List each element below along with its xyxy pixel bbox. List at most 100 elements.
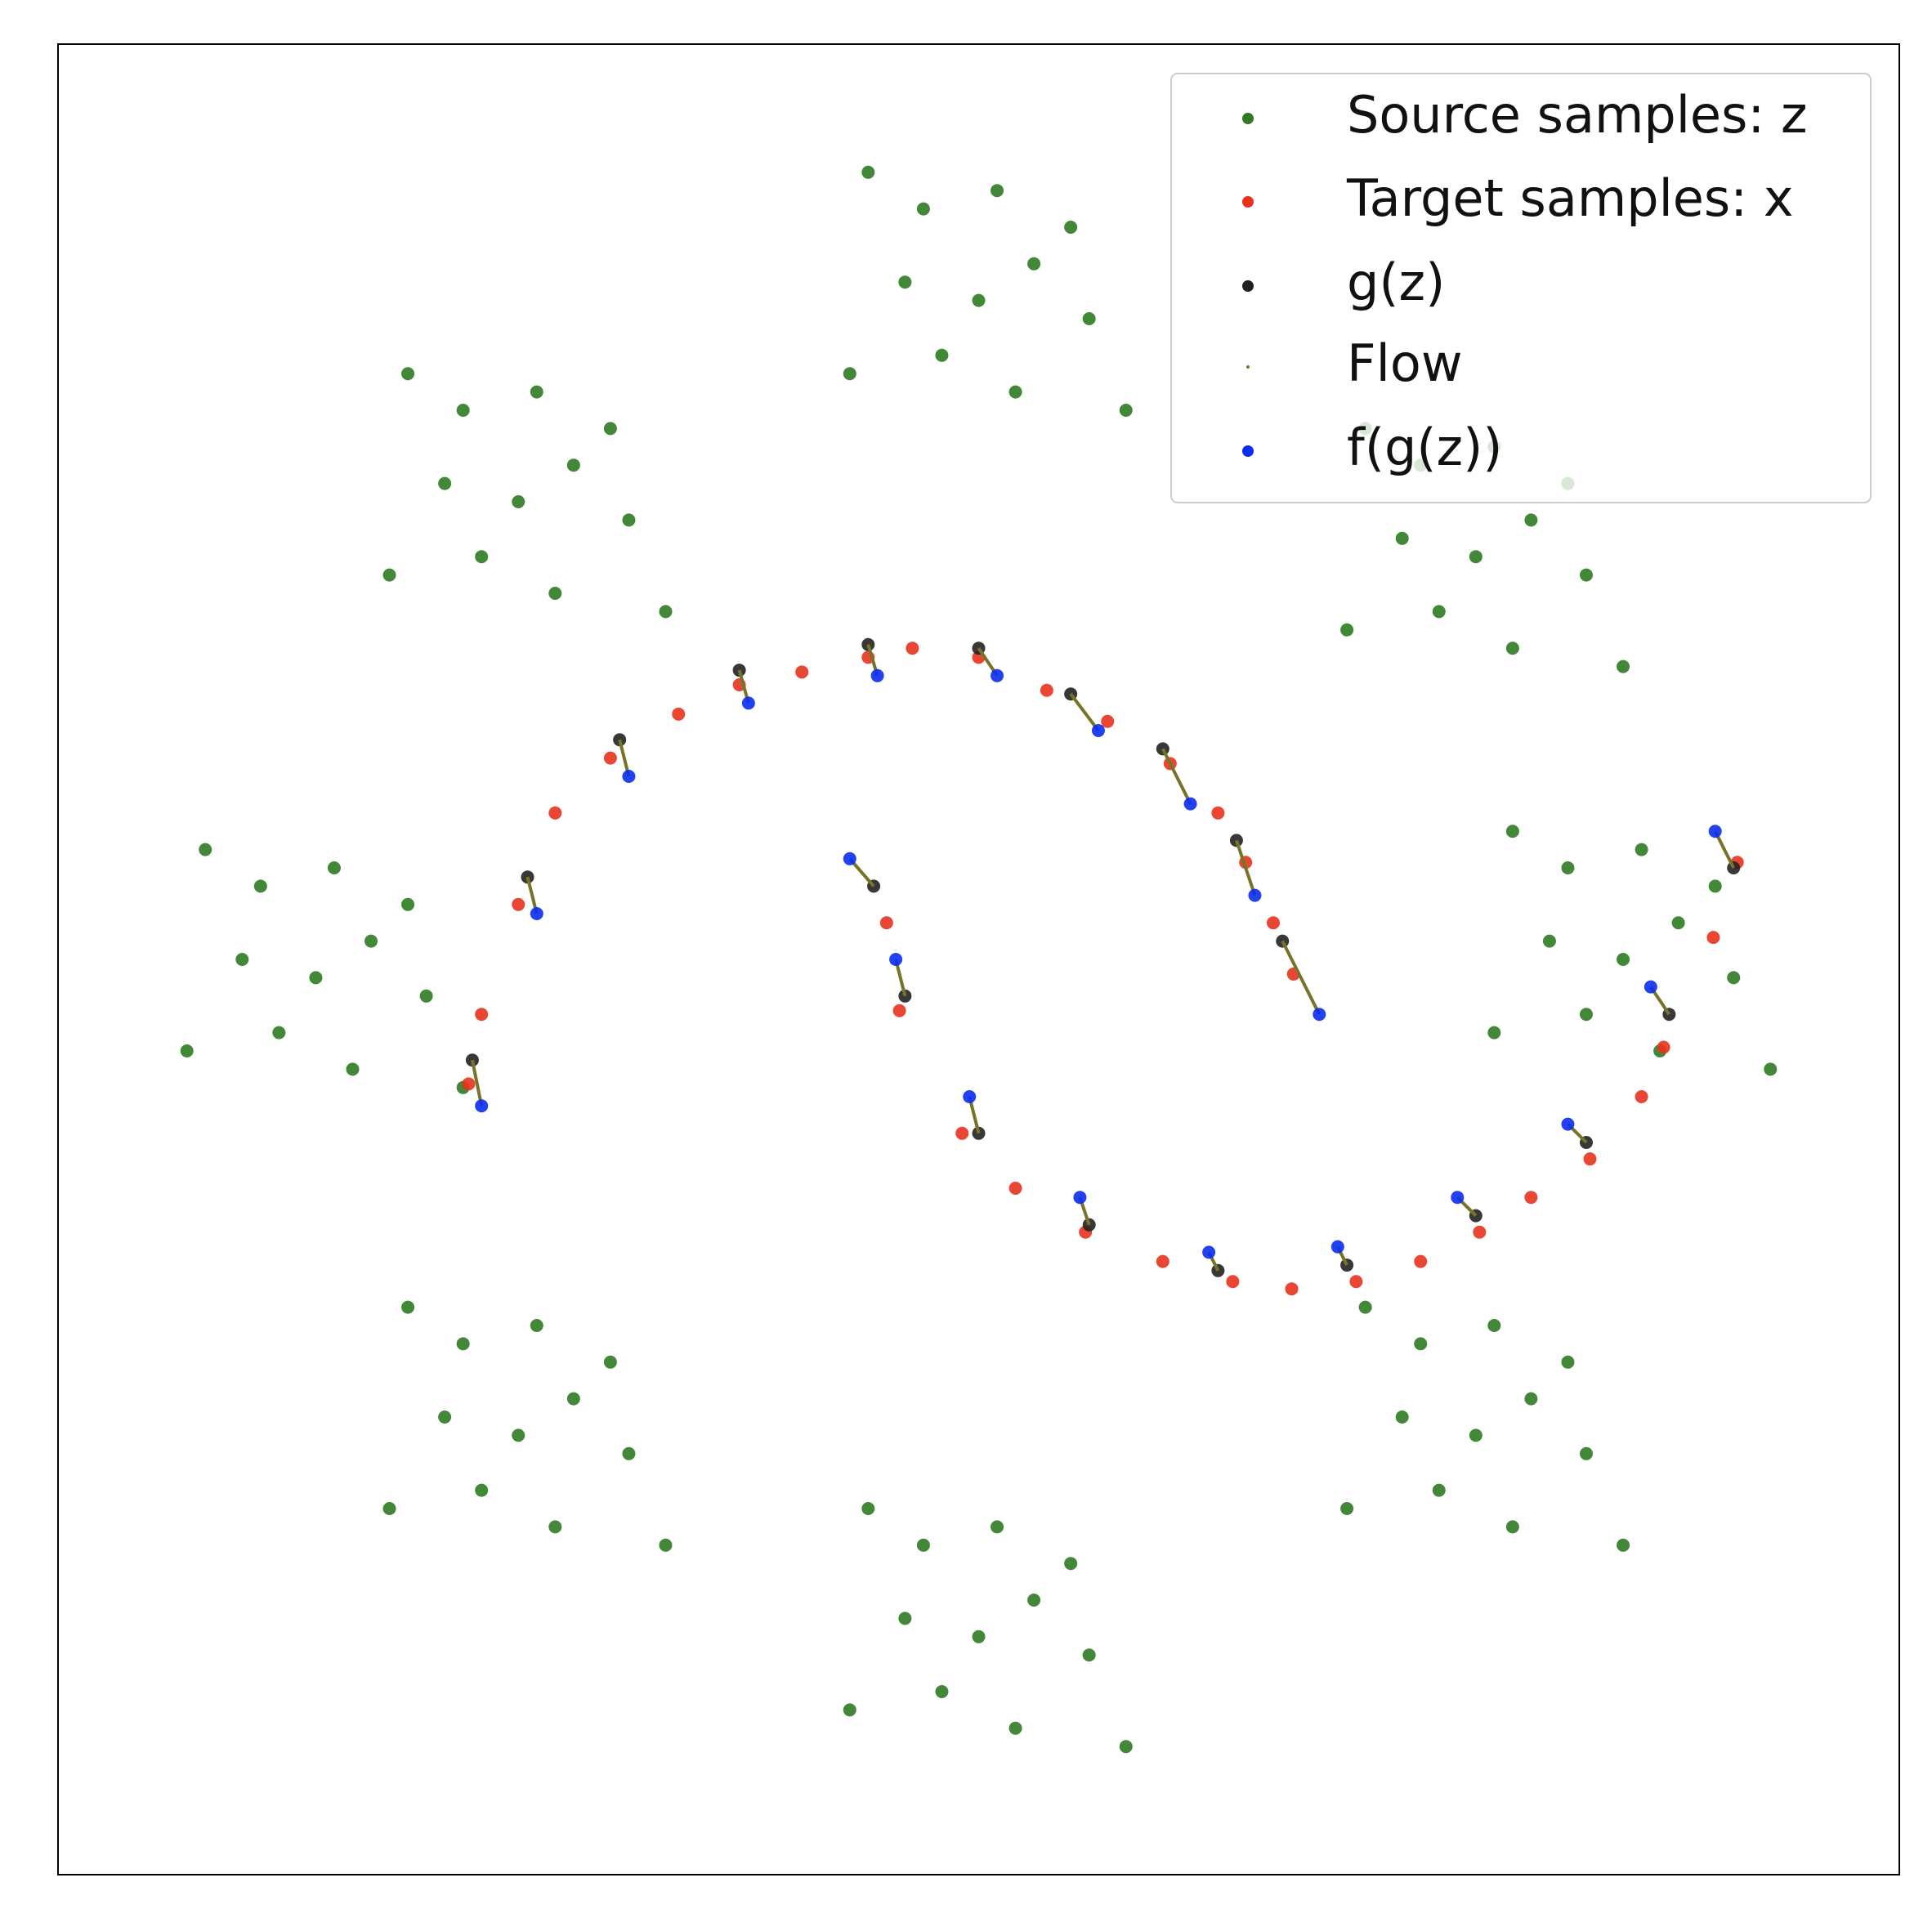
point: [1183, 797, 1197, 811]
plot-area: [180, 165, 1778, 1754]
point: [1395, 1411, 1409, 1424]
point: [1473, 1225, 1487, 1239]
point: [603, 422, 617, 436]
point: [795, 665, 809, 679]
point: [475, 1099, 489, 1113]
legend-label: Target samples: x: [1346, 168, 1794, 228]
point: [1583, 1152, 1597, 1166]
point: [861, 165, 875, 179]
point: [456, 404, 470, 417]
point: [991, 668, 1004, 682]
point: [1248, 888, 1262, 902]
point: [898, 275, 912, 289]
point: [622, 1446, 636, 1460]
point: [861, 1502, 875, 1515]
point: [530, 907, 543, 920]
point: [1082, 1648, 1096, 1662]
point: [672, 707, 686, 721]
point: [1524, 1191, 1538, 1205]
point: [622, 770, 636, 783]
point: [566, 458, 580, 472]
point: [1579, 1446, 1593, 1460]
point: [1617, 953, 1630, 966]
point: [1671, 916, 1685, 930]
point: [1579, 568, 1593, 582]
point: [548, 587, 562, 600]
point: [659, 605, 673, 619]
point: [991, 184, 1004, 198]
point: [991, 1520, 1004, 1534]
flow-arrow: [1713, 830, 1736, 869]
point: [1082, 312, 1096, 325]
point: [1635, 843, 1648, 856]
point: [659, 1538, 673, 1552]
point: [1644, 980, 1657, 994]
point: [1091, 724, 1105, 737]
point: [462, 1077, 476, 1091]
flow-arrow: [1161, 748, 1192, 805]
point: [1727, 971, 1741, 985]
point: [475, 550, 489, 564]
point: [1156, 1254, 1169, 1268]
point: [1330, 1240, 1344, 1254]
point: [1561, 1355, 1575, 1369]
flow-arrow: [1281, 940, 1322, 1016]
point: [1469, 550, 1483, 564]
point: [180, 1044, 194, 1057]
legend-label: Source samples: z: [1347, 85, 1808, 145]
point: [972, 293, 986, 307]
point: [364, 934, 378, 948]
point: [475, 1483, 489, 1497]
point: [1524, 513, 1538, 527]
point: [1211, 806, 1225, 820]
point: [438, 476, 452, 490]
point: [972, 1630, 986, 1643]
point: [1708, 825, 1722, 838]
point: [512, 1428, 525, 1442]
point: [1505, 642, 1519, 655]
point: [1617, 659, 1630, 673]
point: [1226, 1275, 1240, 1289]
point: [1340, 1502, 1354, 1515]
point: [475, 1008, 489, 1022]
point: [566, 1392, 580, 1406]
point: [512, 897, 525, 911]
point: [603, 1355, 617, 1369]
point: [935, 1685, 949, 1698]
legend: Source samples: z Target samples: x g(z) Fl…: [1170, 73, 1872, 503]
point: [843, 1703, 856, 1717]
flow-arrow: [470, 1059, 484, 1107]
point: [1487, 1026, 1501, 1039]
point: [1542, 934, 1556, 948]
flow-arrow: [1235, 839, 1257, 896]
point: [1040, 683, 1053, 697]
point: [382, 568, 396, 582]
point: [1073, 1191, 1087, 1205]
point: [906, 642, 919, 655]
point: [1617, 1538, 1630, 1552]
legend-marker: [1242, 113, 1254, 124]
point: [870, 668, 884, 682]
point: [916, 202, 930, 216]
point: [1064, 1557, 1078, 1571]
point: [1561, 1117, 1575, 1131]
point: [1119, 1740, 1133, 1754]
point: [603, 751, 617, 765]
point: [382, 1502, 396, 1515]
point: [1657, 1040, 1670, 1054]
point: [963, 1090, 977, 1103]
point: [401, 897, 415, 911]
point: [548, 806, 562, 820]
point: [1064, 221, 1078, 234]
point: [1432, 605, 1446, 619]
point: [898, 1612, 912, 1625]
point: [1008, 1182, 1022, 1195]
point: [1101, 714, 1115, 728]
point: [916, 1538, 930, 1552]
point: [1285, 1282, 1299, 1296]
point: [253, 879, 267, 893]
point: [622, 513, 636, 527]
point: [879, 916, 893, 930]
point: [843, 852, 856, 865]
point: [1414, 1337, 1428, 1351]
